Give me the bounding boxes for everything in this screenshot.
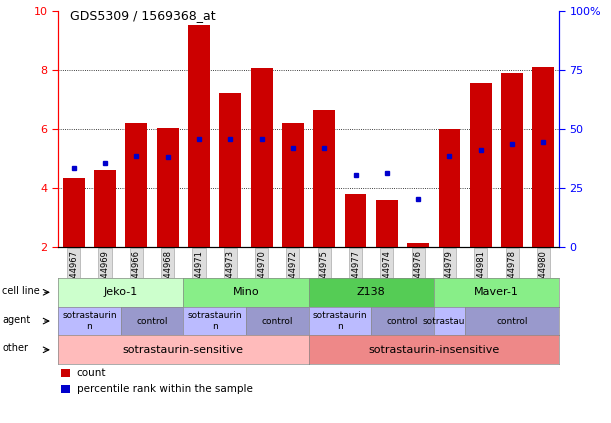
Bar	[125, 123, 147, 247]
Text: control: control	[262, 316, 293, 326]
Bar	[501, 73, 523, 247]
Text: other: other	[2, 343, 28, 353]
Text: agent: agent	[2, 315, 31, 324]
Text: percentile rank within the sample: percentile rank within the sample	[76, 384, 252, 394]
Bar	[282, 123, 304, 247]
Text: sotrastaurin-sensitive: sotrastaurin-sensitive	[123, 345, 244, 355]
Bar	[470, 83, 492, 247]
Bar	[219, 93, 241, 247]
Bar	[376, 200, 398, 247]
Text: Mino: Mino	[233, 287, 259, 297]
Text: Z138: Z138	[357, 287, 386, 297]
Bar	[345, 194, 367, 247]
Bar	[61, 369, 70, 377]
Text: count: count	[76, 368, 106, 378]
Bar	[63, 178, 85, 247]
Text: control: control	[496, 316, 528, 326]
Bar	[532, 67, 554, 247]
Text: sotrastaurin: sotrastaurin	[422, 316, 477, 326]
Text: sotrastaurin
n: sotrastaurin n	[313, 311, 367, 331]
Text: sotrastaurin-insensitive: sotrastaurin-insensitive	[368, 345, 499, 355]
Text: Maver-1: Maver-1	[474, 287, 519, 297]
Bar	[94, 170, 116, 247]
Text: Jeko-1: Jeko-1	[103, 287, 138, 297]
Text: control: control	[136, 316, 168, 326]
Text: sotrastaurin
n: sotrastaurin n	[62, 311, 117, 331]
Text: sotrastaurin
n: sotrastaurin n	[188, 311, 242, 331]
Bar	[61, 385, 70, 393]
Bar	[313, 110, 335, 247]
Bar	[251, 69, 273, 247]
Bar	[188, 25, 210, 247]
Text: GDS5309 / 1569368_at: GDS5309 / 1569368_at	[70, 9, 216, 22]
Bar	[439, 129, 461, 247]
Bar	[156, 128, 178, 247]
Text: cell line: cell line	[2, 286, 40, 296]
Text: control: control	[387, 316, 419, 326]
Bar	[407, 243, 429, 247]
